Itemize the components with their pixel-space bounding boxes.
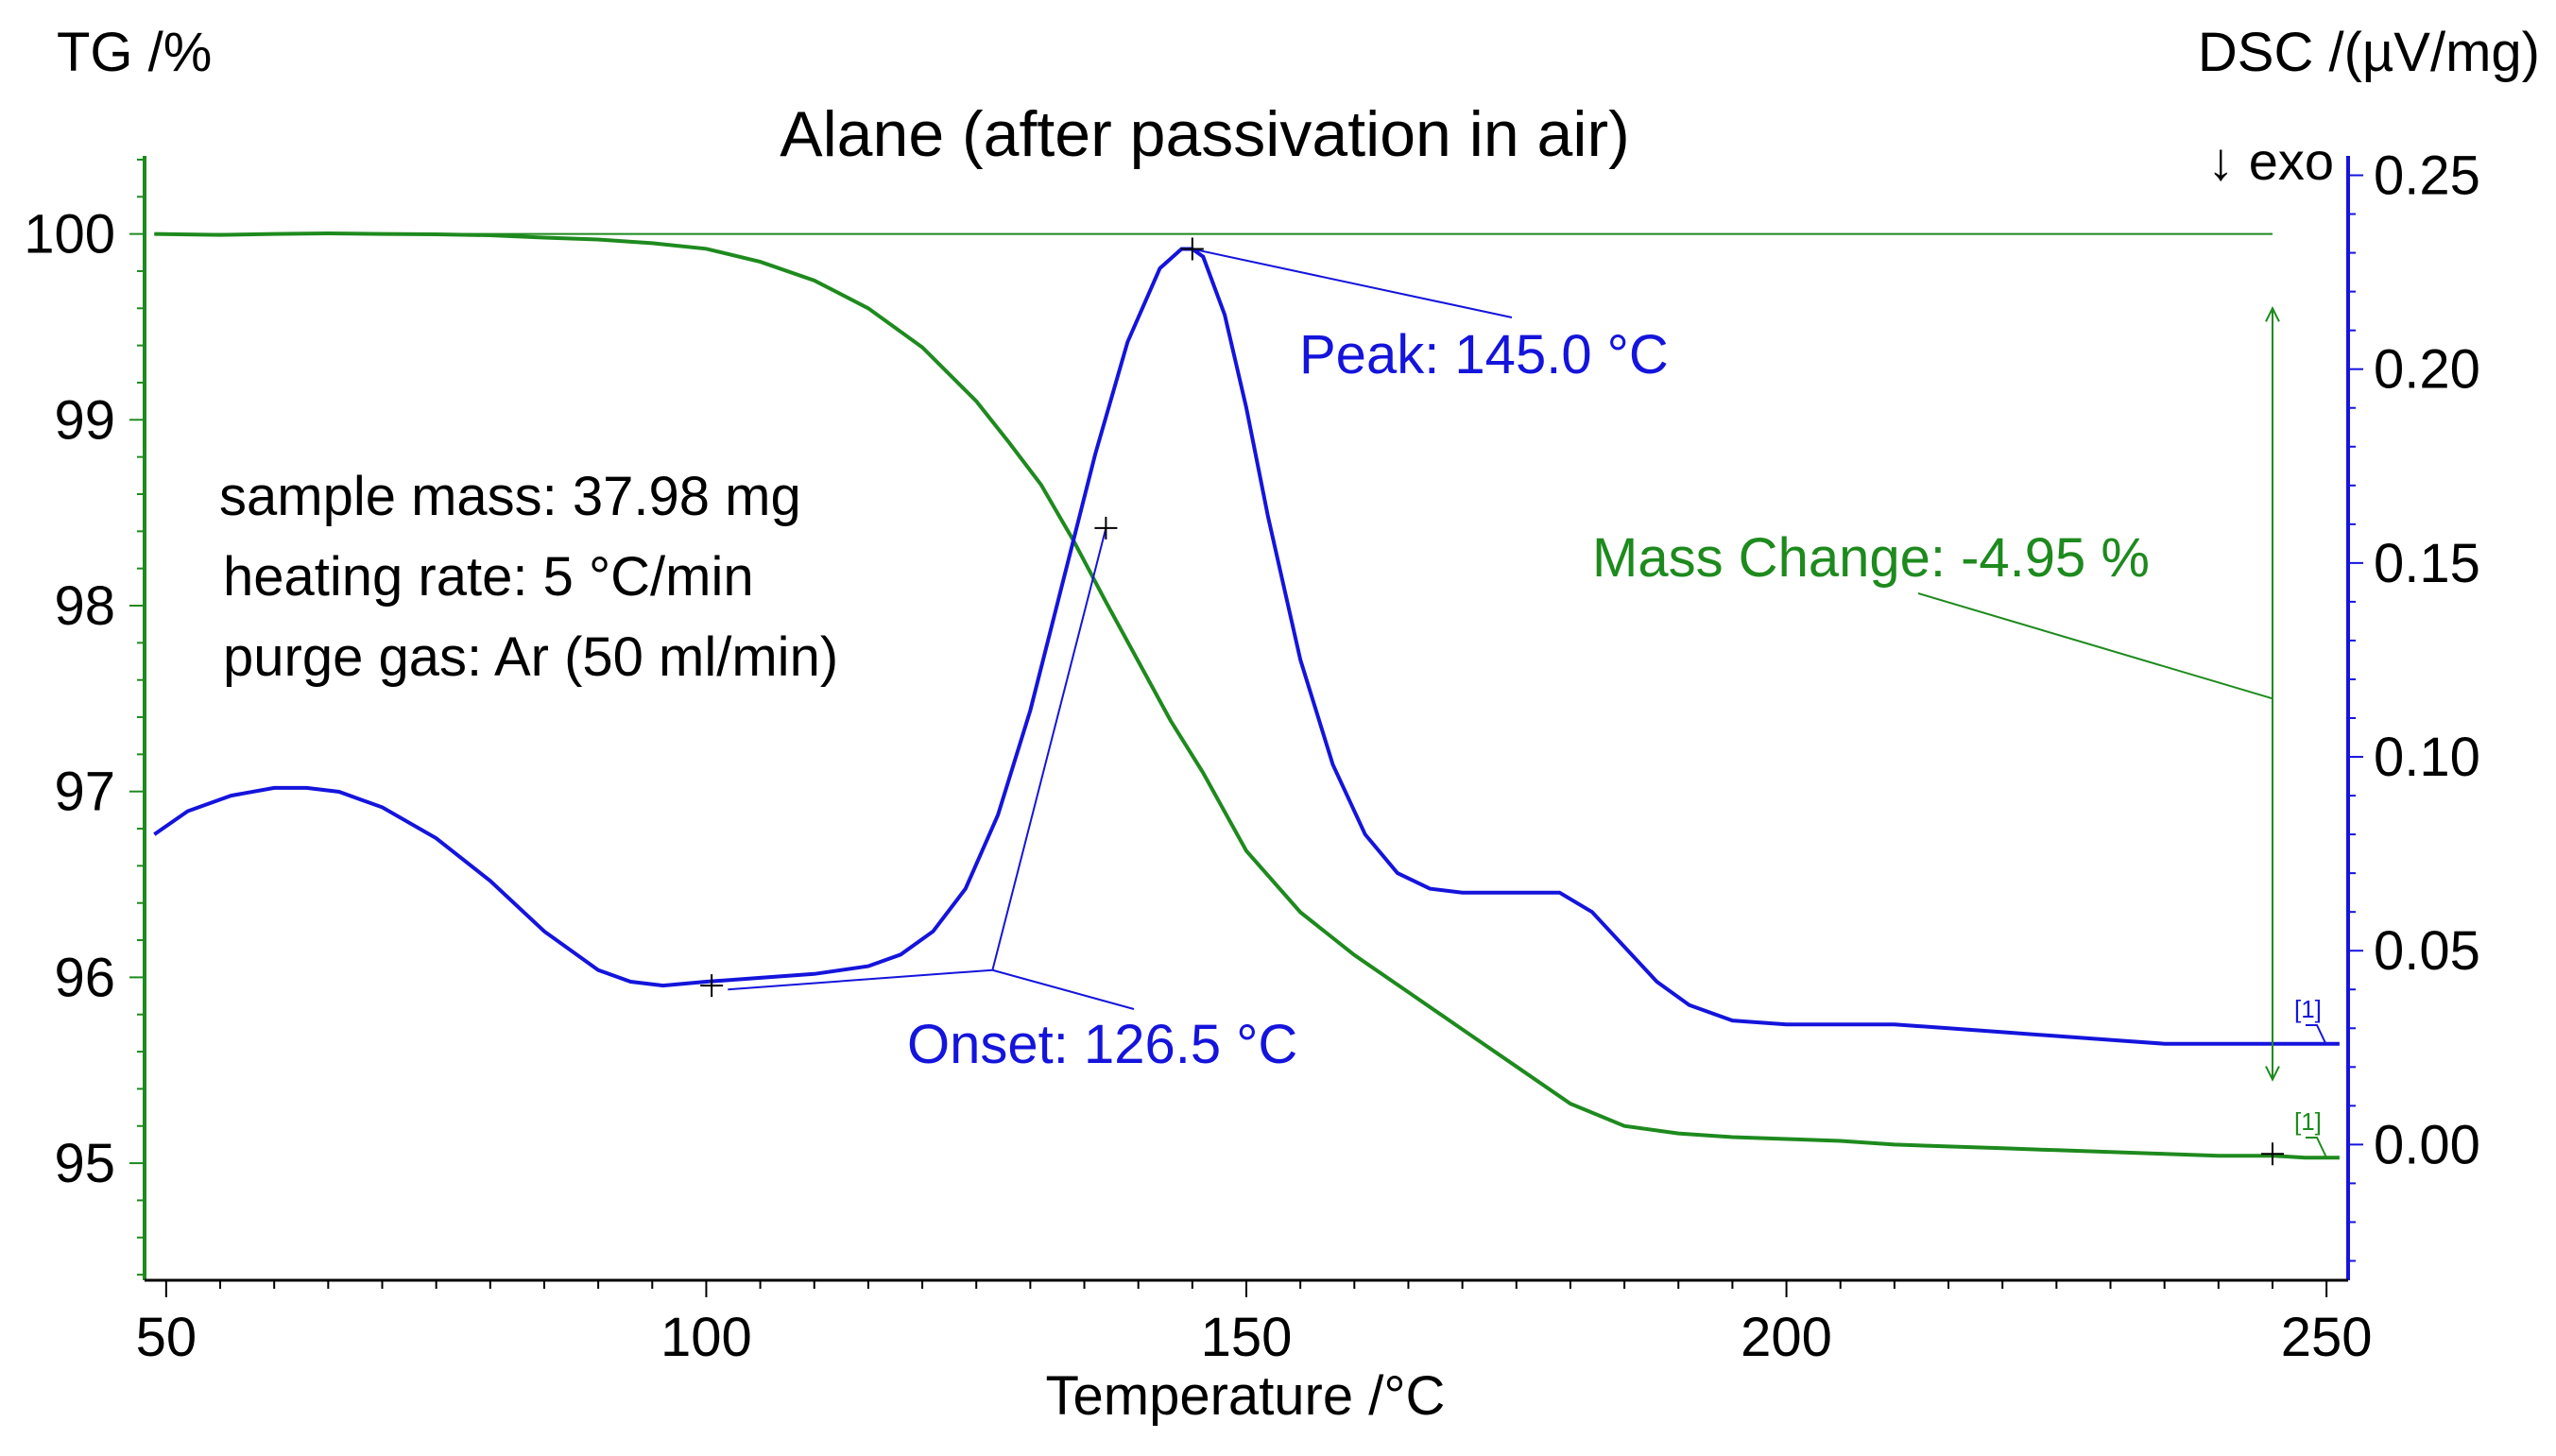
tick-group [129,158,2363,1297]
mass-change-arrowhead-bottom [2265,1066,2280,1082]
x-tick-label: 150 [1201,1307,1293,1368]
peak-label: Peak: 145.0 °C [1299,324,1669,385]
y-right-tick-label: 0.05 [2374,920,2480,982]
y-left-tick-label: 97 [54,762,115,823]
x-tick-label: 200 [1741,1307,1832,1368]
dsc-curve-tag: [1] [2294,995,2322,1023]
onset-slope-tangent [991,527,1107,970]
onset-baseline-tangent [728,968,993,991]
y-left-tick-label: 96 [54,947,115,1008]
dsc-curve-tag-hook [2306,1024,2327,1046]
info-sample-mass: sample mass: 37.98 mg [219,466,801,527]
mass-change-arrow [1917,306,2284,1166]
y-left-tick-label: 100 [24,204,115,266]
y-right-tick-label: 0.00 [2374,1114,2480,1175]
y-right-tick-label: 0.20 [2374,339,2480,401]
x-tick-label: 250 [2281,1307,2373,1368]
x-axis-label: Temperature /°C [1046,1365,1446,1427]
mass-change-arrowhead-top [2265,306,2280,322]
mass-change-label: Mass Change: -4.95 % [1592,527,2150,589]
dsc-series-line [153,247,2340,1046]
y-left-tick-label: 98 [54,575,115,637]
y-right-tick-labels: 0.00 0.05 0.10 0.15 0.20 0.25 [2374,146,2480,1176]
left-axis-label: TG /% [57,22,212,83]
y-right-tick-label: 0.15 [2374,533,2480,594]
y-left-tick-label: 95 [54,1133,115,1194]
y-right-tick-label: 0.10 [2374,727,2480,788]
x-tick-labels: 50 100 150 200 250 [136,1307,2373,1368]
peak-leader-line [1192,248,1513,318]
exo-direction-label: ↓ exo [2207,131,2334,191]
info-heating-rate: heating rate: 5 °C/min [223,546,754,608]
y-left-tick-labels: 95 96 97 98 99 100 [24,204,115,1194]
tg-curve-tag-hook [2306,1137,2327,1158]
onset-construction-lines [700,516,1135,1010]
tg-curve-tag: [1] [2294,1107,2322,1136]
y-right-tick-label: 0.25 [2374,146,2480,207]
info-purge-gas: purge gas: Ar (50 ml/min) [223,626,838,688]
x-tick-label: 100 [660,1307,752,1368]
onset-label: Onset: 126.5 °C [907,1014,1297,1075]
x-tick-label: 50 [136,1307,197,1368]
mass-change-leader [1917,592,2273,700]
chart-title: Alane (after passivation in air) [780,98,1630,170]
y-left-tick-label: 99 [54,389,115,451]
tg-series-line [154,231,2340,1160]
onset-leader-line [992,968,1135,1010]
right-axis-label: DSC /(µV/mg) [2198,22,2540,83]
peak-marker [1180,237,1204,261]
